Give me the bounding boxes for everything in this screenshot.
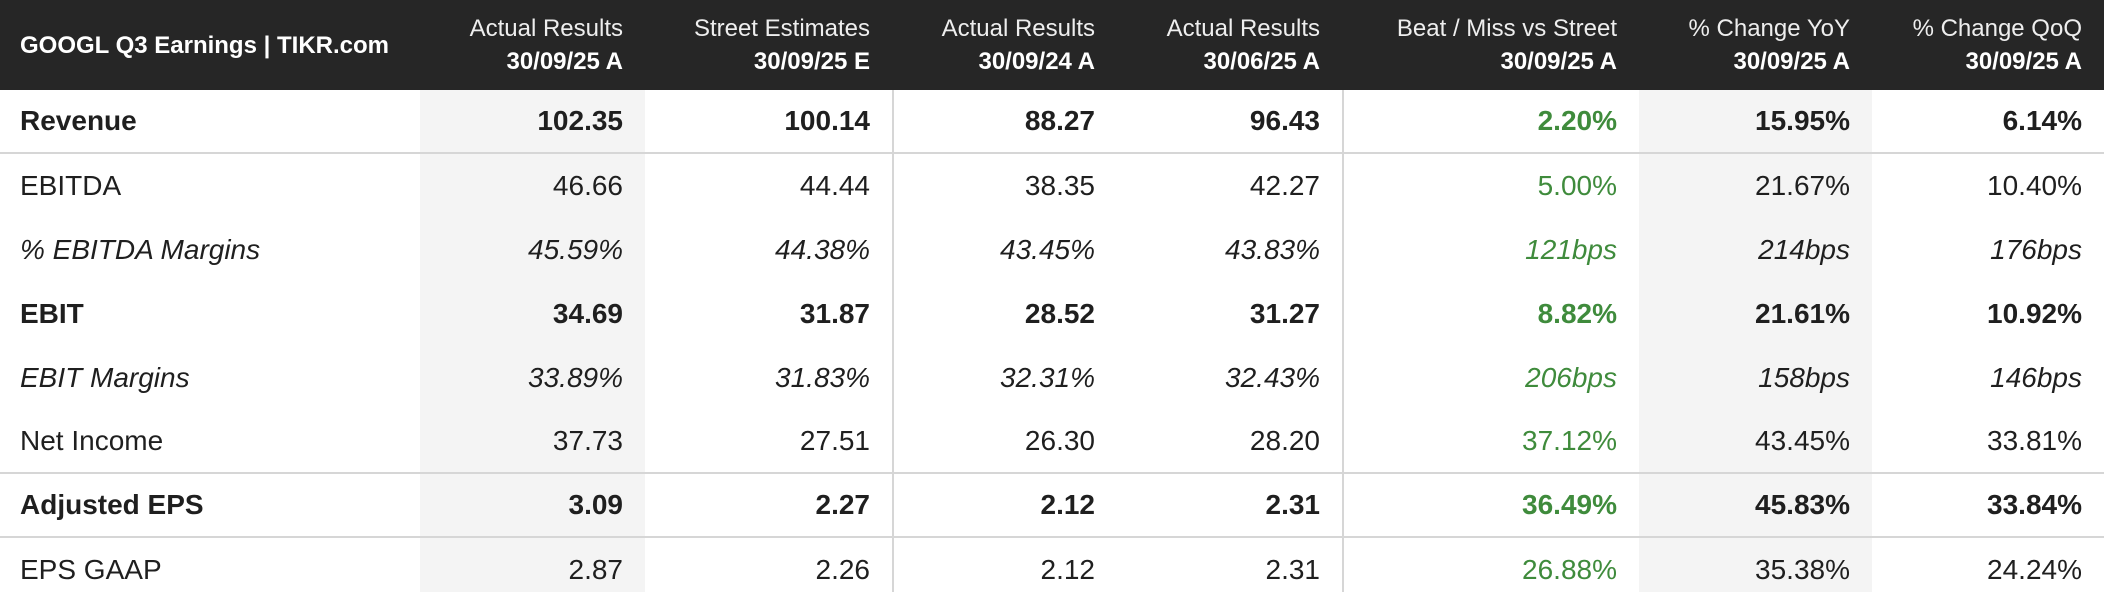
- table-cell: 6.14%: [2002, 105, 2082, 136]
- col-header-line1: % Change QoQ: [1912, 15, 2082, 42]
- table-cell: 36.49%: [1522, 489, 1617, 520]
- col-header-line2: 30/09/25 A: [1965, 48, 2082, 75]
- table-cell: 2.31: [1265, 489, 1321, 520]
- col-header-actual-q3-24[interactable]: Actual Results 30/09/24 A: [892, 0, 1117, 90]
- table-cell: 34.69: [420, 282, 645, 346]
- table-cell: 33.84%: [1987, 489, 2082, 520]
- table-cell: 46.66: [420, 154, 645, 218]
- table-cell: 8.82%: [1537, 298, 1617, 329]
- column-divider: [892, 90, 894, 592]
- col-header-street-estimates[interactable]: Street Estimates 30/09/25 E: [645, 0, 892, 90]
- table-row-revenue: Revenue 102.35 100.14 88.27 96.43 2.20% …: [0, 90, 2104, 154]
- table-title: GOOGL Q3 Earnings | TIKR.com: [20, 31, 389, 59]
- table-cell: 5.00%: [1537, 170, 1617, 201]
- row-label: EBITDA: [20, 170, 122, 201]
- table-cell: 37.73: [420, 410, 645, 472]
- table-row-net-income: Net Income 37.73 27.51 26.30 28.20 37.12…: [0, 410, 2104, 474]
- table-row-ebitda: EBITDA 46.66 44.44 38.35 42.27 5.00% 21.…: [0, 154, 2104, 218]
- col-header-line1: Actual Results: [469, 15, 623, 42]
- table-cell: 2.20%: [1537, 105, 1617, 136]
- table-row-adjusted-eps: Adjusted EPS 3.09 2.27 2.12 2.31 36.49% …: [0, 474, 2104, 538]
- table-cell: 28.52: [1024, 298, 1095, 329]
- col-header-line1: Actual Results: [941, 15, 1095, 42]
- table-cell: 31.83%: [775, 362, 870, 393]
- col-header-beat-miss[interactable]: Beat / Miss vs Street 30/09/25 A: [1342, 0, 1639, 90]
- row-label: EBIT: [20, 298, 84, 329]
- table-cell: 43.45%: [1639, 410, 1872, 472]
- table-cell: 28.20: [1249, 425, 1320, 456]
- table-cell: 21.67%: [1639, 154, 1872, 218]
- table-cell: 32.31%: [1000, 362, 1095, 393]
- table-cell: 96.43: [1249, 105, 1320, 136]
- table-header: GOOGL Q3 Earnings | TIKR.com Actual Resu…: [0, 0, 2104, 90]
- table-cell: 88.27: [1024, 105, 1095, 136]
- table-cell: 102.35: [420, 90, 645, 152]
- table-cell: 43.83%: [1225, 234, 1320, 265]
- table-cell: 27.51: [799, 425, 870, 456]
- table-cell: 35.38%: [1639, 538, 1872, 592]
- col-header-line1: % Change YoY: [1688, 15, 1850, 42]
- table-cell: 37.12%: [1522, 425, 1617, 456]
- col-header-line1: Actual Results: [1166, 15, 1320, 42]
- col-header-line2: 30/09/25 A: [506, 48, 623, 75]
- col-header-line2: 30/06/25 A: [1203, 48, 1320, 75]
- row-label: EBIT Margins: [20, 362, 190, 393]
- row-label: Revenue: [20, 105, 137, 136]
- table-cell: 31.27: [1249, 298, 1320, 329]
- table-cell: 158bps: [1639, 346, 1872, 410]
- table-row-ebit-margins: EBIT Margins 33.89% 31.83% 32.31% 32.43%…: [0, 346, 2104, 410]
- table-cell: 32.43%: [1225, 362, 1320, 393]
- col-header-actual-q2-25[interactable]: Actual Results 30/06/25 A: [1117, 0, 1342, 90]
- table-row-eps-gaap: EPS GAAP 2.87 2.26 2.12 2.31 26.88% 35.3…: [0, 538, 2104, 592]
- table-cell: 24.24%: [1987, 554, 2082, 585]
- table-cell: 3.09: [420, 474, 645, 536]
- table-row-ebitda-margins: % EBITDA Margins 45.59% 44.38% 43.45% 43…: [0, 218, 2104, 282]
- table-cell: 33.81%: [1987, 425, 2082, 456]
- table-cell: 21.61%: [1639, 282, 1872, 346]
- table-cell: 2.12: [1040, 554, 1096, 585]
- row-label: Net Income: [20, 425, 164, 456]
- table-cell: 2.12: [1040, 489, 1096, 520]
- col-header-line2: 30/09/25 E: [753, 48, 870, 75]
- col-header-line2: 30/09/25 A: [1500, 48, 1617, 75]
- table-cell: 33.89%: [420, 346, 645, 410]
- table-cell: 26.30: [1024, 425, 1095, 456]
- table-cell: 42.27: [1249, 170, 1320, 201]
- column-divider: [1342, 90, 1344, 592]
- table-cell: 146bps: [1990, 362, 2082, 393]
- table-cell: 43.45%: [1000, 234, 1095, 265]
- row-label: Adjusted EPS: [20, 489, 204, 520]
- table-cell: 2.27: [815, 489, 871, 520]
- table-cell: 2.31: [1265, 554, 1321, 585]
- table-cell: 31.87: [799, 298, 870, 329]
- row-label: % EBITDA Margins: [20, 234, 261, 265]
- row-label: EPS GAAP: [20, 554, 162, 585]
- col-header-line2: 30/09/25 A: [1733, 48, 1850, 75]
- table-cell: 38.35: [1024, 170, 1095, 201]
- table-cell: 10.92%: [1987, 298, 2082, 329]
- table-cell: 176bps: [1990, 234, 2082, 265]
- table-cell: 121bps: [1525, 234, 1617, 265]
- table-cell: 45.59%: [420, 218, 645, 282]
- table-cell: 44.38%: [775, 234, 870, 265]
- col-header-actual-q3-25[interactable]: Actual Results 30/09/25 A: [420, 0, 645, 90]
- table-cell: 44.44: [799, 170, 870, 201]
- table-cell: 15.95%: [1639, 90, 1872, 152]
- col-header-change-qoq[interactable]: % Change QoQ 30/09/25 A: [1872, 0, 2104, 90]
- table-cell: 100.14: [784, 105, 870, 136]
- table-row-ebit: EBIT 34.69 31.87 28.52 31.27 8.82% 21.61…: [0, 282, 2104, 346]
- table-cell: 206bps: [1525, 362, 1617, 393]
- table-cell: 45.83%: [1639, 474, 1872, 536]
- col-header-change-yoy[interactable]: % Change YoY 30/09/25 A: [1639, 0, 1872, 90]
- col-header-line2: 30/09/24 A: [978, 48, 1095, 75]
- col-header-line1: Street Estimates: [693, 15, 870, 42]
- table-cell: 10.40%: [1987, 170, 2082, 201]
- table-cell: 2.26: [815, 554, 871, 585]
- table-cell: 214bps: [1639, 218, 1872, 282]
- col-header-line1: Beat / Miss vs Street: [1396, 15, 1617, 42]
- table-cell: 26.88%: [1522, 554, 1617, 585]
- table-cell: 2.87: [420, 538, 645, 592]
